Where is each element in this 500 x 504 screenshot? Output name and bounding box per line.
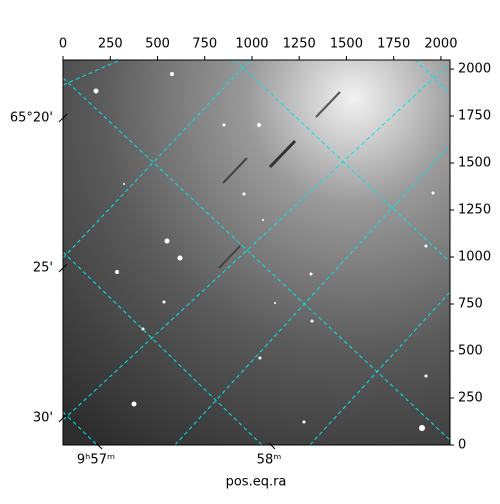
x-tick-label: 2000 bbox=[424, 37, 457, 52]
y-tick-label: 1750 bbox=[458, 109, 491, 124]
ra-tick-label: 9ʰ57ᵐ bbox=[77, 453, 115, 468]
coordinate-grid bbox=[63, 60, 450, 445]
dec-tick bbox=[58, 413, 68, 423]
dec-tick bbox=[58, 113, 68, 123]
dec-tick-label: 25' bbox=[33, 261, 53, 276]
ra-tick bbox=[95, 442, 103, 450]
y-tick-label: 1500 bbox=[458, 156, 491, 171]
y-tick-label: 750 bbox=[458, 297, 483, 312]
y-tick-label: 250 bbox=[458, 391, 483, 406]
x-tick-label: 500 bbox=[145, 37, 170, 52]
y-tick-label: 2000 bbox=[458, 62, 491, 77]
ra-tick-label: 58ᵐ bbox=[257, 453, 282, 468]
y-tick-label: 500 bbox=[458, 344, 483, 359]
x-axis-label: pos.eq.ra bbox=[226, 475, 287, 490]
x-tick-label: 750 bbox=[192, 37, 217, 52]
y-tick-label: 0 bbox=[458, 438, 466, 453]
y-tick-label: 1000 bbox=[458, 250, 491, 265]
x-tick-label: 1000 bbox=[235, 37, 268, 52]
y-tick-label: 1250 bbox=[458, 203, 491, 218]
x-tick-label: 1500 bbox=[330, 37, 363, 52]
ra-tick bbox=[268, 442, 276, 450]
x-tick-label: 1750 bbox=[377, 37, 410, 52]
sky-image bbox=[62, 59, 451, 446]
x-tick-label: 1250 bbox=[283, 37, 316, 52]
dec-tick-label: 65°20' bbox=[10, 111, 53, 126]
x-tick-label: 250 bbox=[98, 37, 123, 52]
dec-tick-label: 30' bbox=[33, 411, 53, 426]
x-tick-label: 0 bbox=[59, 37, 67, 52]
dec-tick bbox=[58, 263, 68, 273]
